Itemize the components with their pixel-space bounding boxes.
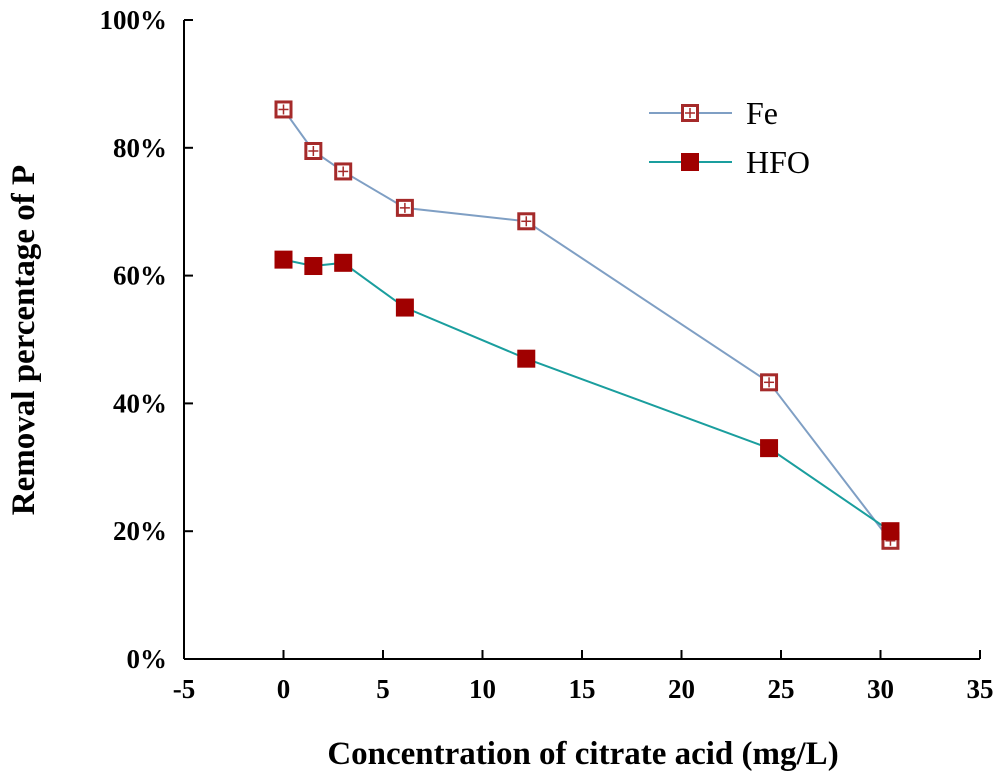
x-tick-label: 15 <box>569 674 596 704</box>
series-line-hfo <box>283 258 892 533</box>
legend: Fe HFO <box>649 95 810 180</box>
legend-label: HFO <box>746 144 810 180</box>
data-point-hfo <box>881 522 900 541</box>
x-tick-label: 5 <box>376 674 390 704</box>
x-tick-label: 10 <box>469 674 496 704</box>
data-point-hfo <box>274 250 293 269</box>
plot-frame <box>183 20 980 660</box>
data-point-hfo <box>304 257 323 276</box>
series-fe <box>274 100 900 550</box>
y-axis-ticks: 0% 20% 40% 60% 80% 100% <box>100 5 193 674</box>
series-layer <box>274 100 900 550</box>
data-point-hfo-square <box>517 349 536 368</box>
legend-marker <box>681 153 699 171</box>
data-point-hfo <box>760 439 779 458</box>
data-point-hfo-square <box>304 257 323 276</box>
data-point-hfo <box>395 298 414 317</box>
x-tick-label: 20 <box>668 674 695 704</box>
legend-marker <box>681 104 699 122</box>
y-tick-label: 100% <box>100 5 168 35</box>
data-point-fe <box>334 162 353 181</box>
legend-label: Fe <box>746 95 778 131</box>
data-point-fe <box>274 100 293 119</box>
data-point-hfo <box>334 253 353 272</box>
x-tick-label: 25 <box>768 674 795 704</box>
x-tick-label: 30 <box>867 674 894 704</box>
y-tick-label: 40% <box>113 388 167 418</box>
y-tick-label: 0% <box>127 644 168 674</box>
x-tick-label: -5 <box>173 674 196 704</box>
data-point-hfo-square <box>274 250 293 269</box>
data-point-fe <box>760 373 779 392</box>
data-point-fe <box>517 212 536 231</box>
x-tick-label: 35 <box>967 674 994 704</box>
data-point-hfo-square <box>760 439 779 458</box>
data-point-hfo-square <box>395 298 414 317</box>
y-axis-title: Removal percentage of P <box>6 165 42 515</box>
series-hfo <box>274 250 900 541</box>
x-axis-ticks: -5 0 5 10 15 20 25 30 35 <box>173 650 994 704</box>
legend-item-fe: Fe <box>649 95 778 131</box>
x-axis-title: Concentration of citrate acid (mg/L) <box>327 736 838 772</box>
data-point-hfo-square <box>881 522 900 541</box>
y-tick-label: 20% <box>113 516 167 546</box>
data-point-hfo <box>517 349 536 368</box>
legend-marker-square <box>681 153 699 171</box>
data-point-fe <box>304 141 323 160</box>
y-tick-label: 80% <box>113 133 167 163</box>
y-tick-label: 60% <box>113 261 167 291</box>
data-point-fe <box>395 198 414 217</box>
data-point-hfo-square <box>334 253 353 272</box>
legend-item-hfo: HFO <box>649 144 810 180</box>
x-tick-label: 0 <box>277 674 291 704</box>
